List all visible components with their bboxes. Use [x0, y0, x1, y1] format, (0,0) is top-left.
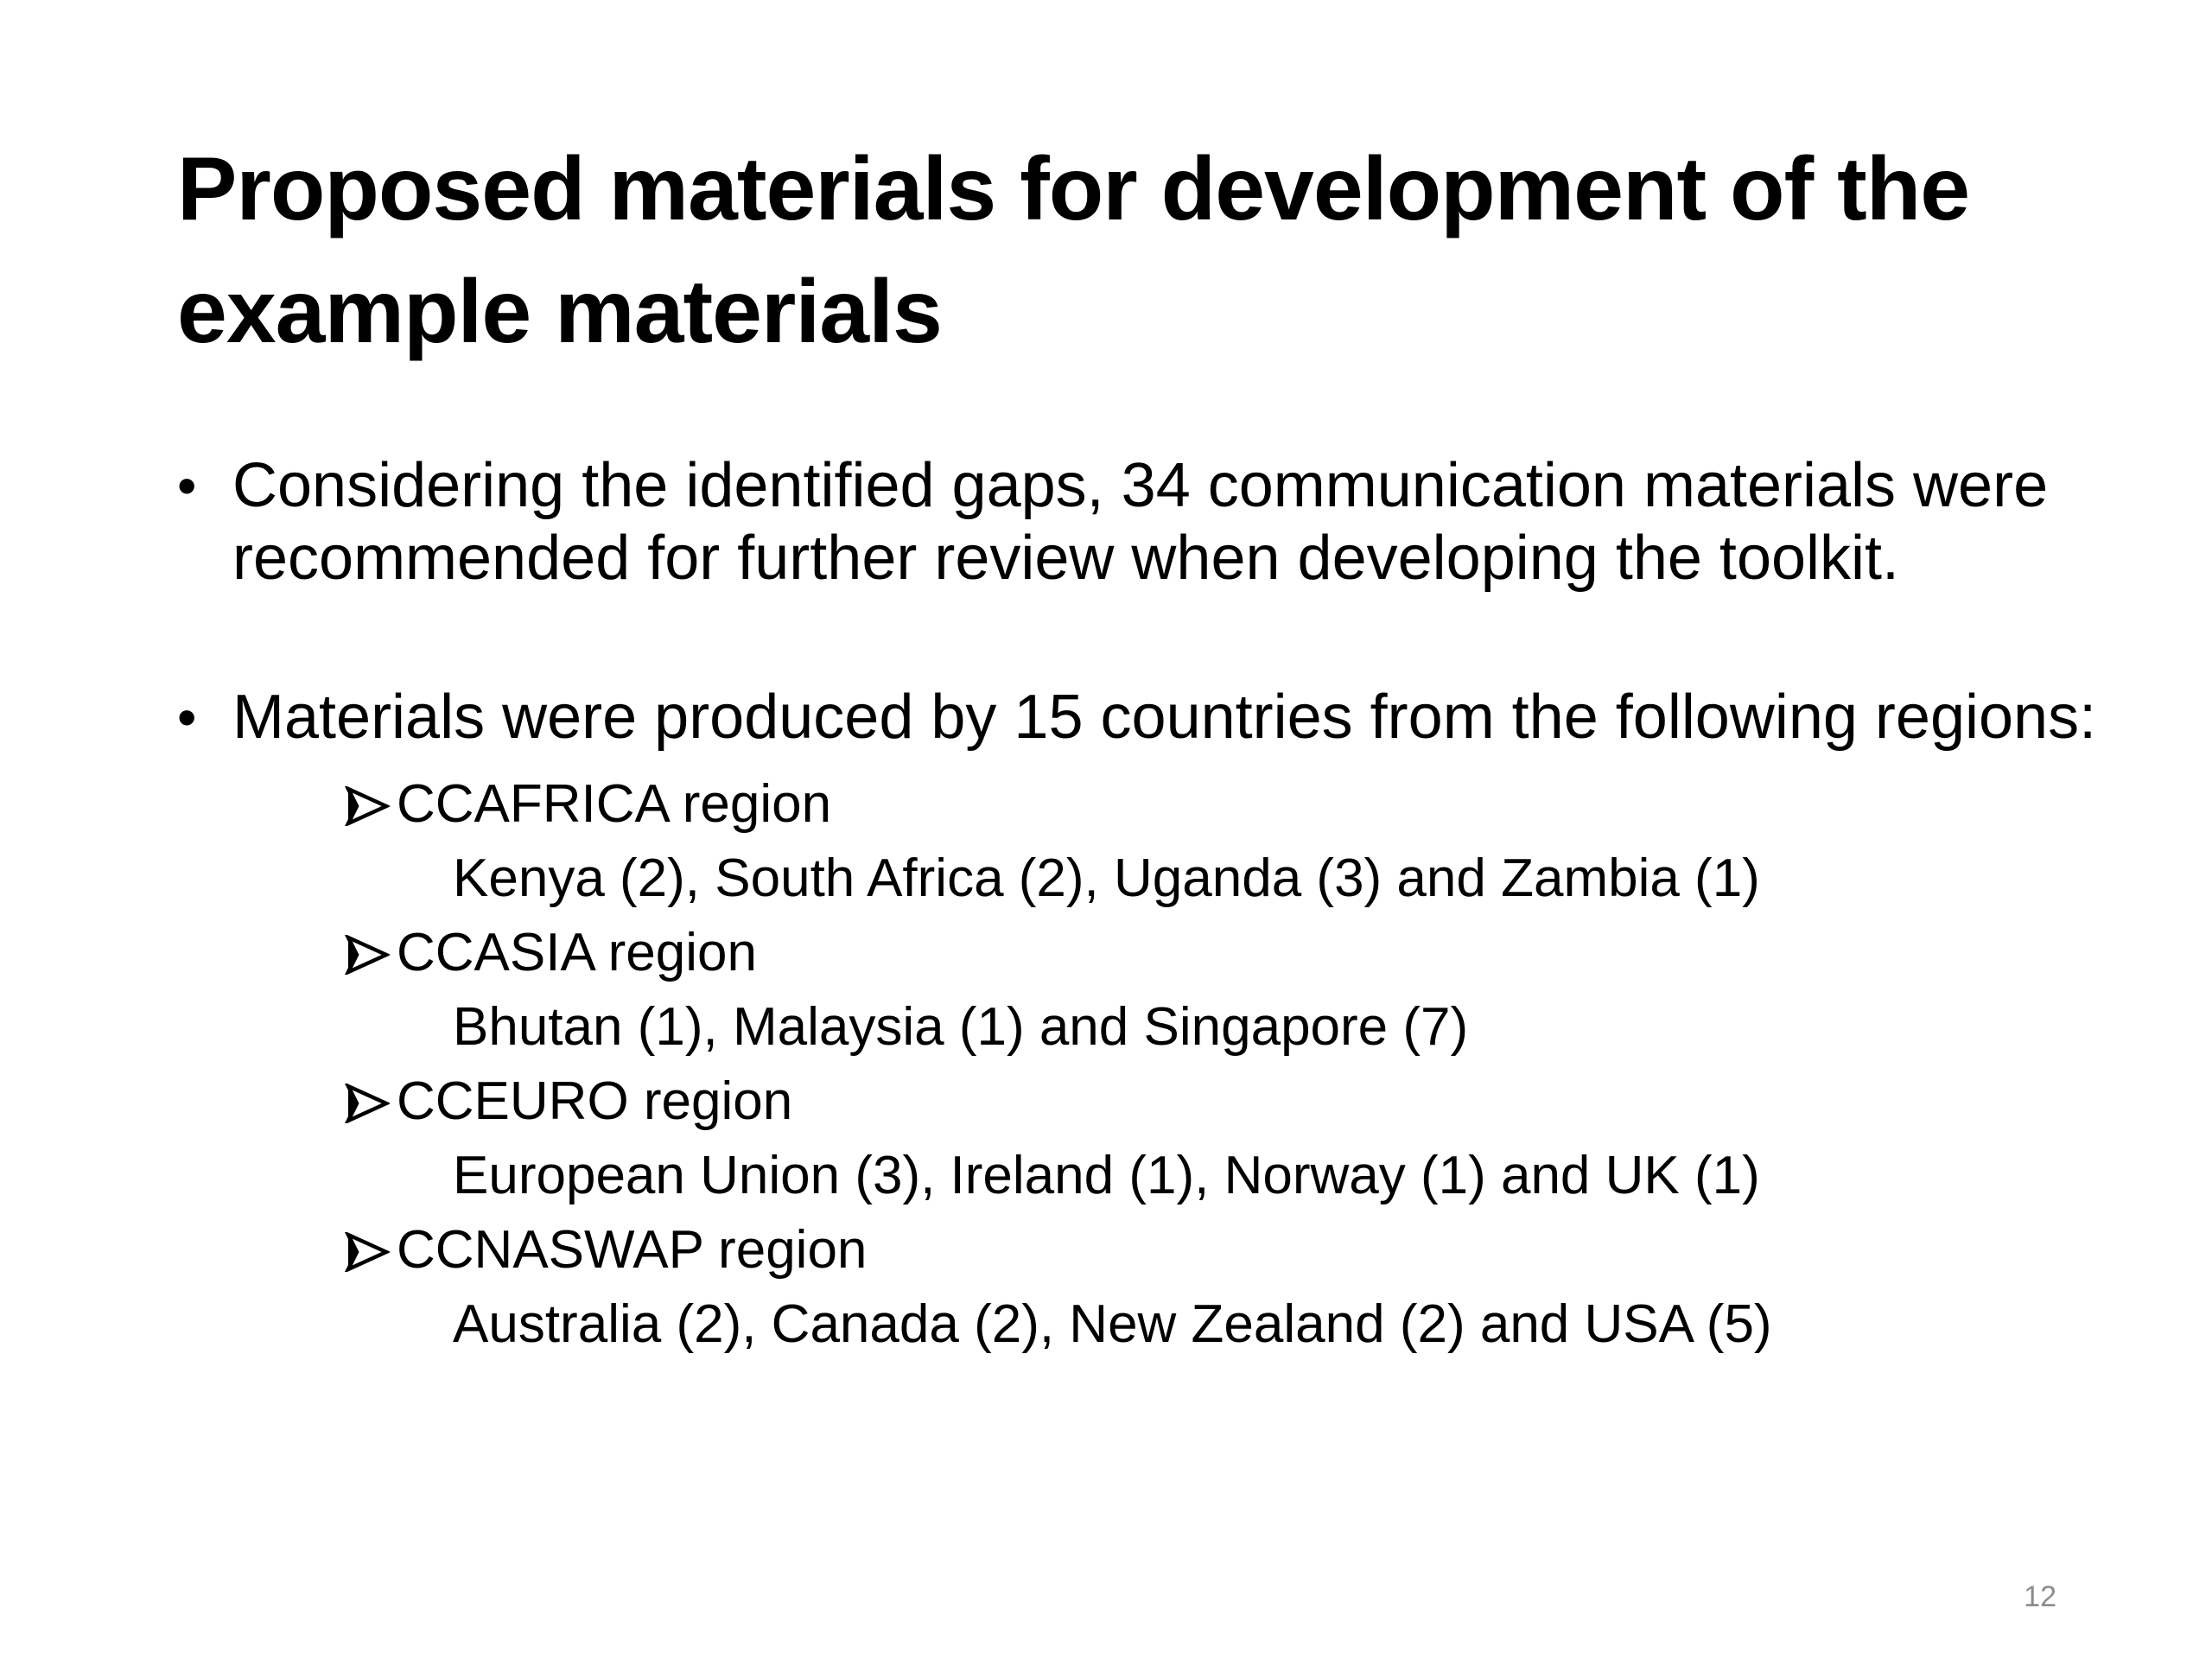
region-item-cceuro: CCEURO region European Union (3), Irelan… [345, 1065, 2121, 1213]
region-name: CCEURO region [397, 1071, 793, 1131]
region-countries: Bhutan (1), Malaysia (1) and Singapore (… [453, 997, 1469, 1057]
bullet-dot: • [177, 454, 197, 517]
region-item-ccafrica: CCAFRICA region Kenya (2), South Africa … [345, 767, 2121, 916]
bullet-text: Considering the identified gaps, 34 comm… [232, 451, 2049, 593]
page-number: 12 [2024, 1580, 2056, 1613]
region-list: CCAFRICA region Kenya (2), South Africa … [232, 767, 2121, 1362]
region-name: CCNASWAP region [397, 1220, 868, 1280]
arrow-bullet-icon [345, 1232, 390, 1272]
region-name: CCASIA region [397, 923, 757, 982]
region-heading: CCNASWAP region [345, 1213, 2121, 1287]
region-heading: CCEURO region [345, 1065, 2121, 1139]
bullet-item-gaps: • Considering the identified gaps, 34 co… [177, 449, 2121, 594]
arrow-bullet-icon [345, 935, 390, 975]
slide-title: Proposed materials for development of th… [177, 139, 1970, 362]
region-countries: Australia (2), Canada (2), New Zealand (… [453, 1294, 1772, 1354]
region-item-ccnaswap: CCNASWAP region Australia (2), Canada (2… [345, 1213, 2121, 1362]
arrow-bullet-icon [345, 786, 390, 826]
region-item-ccasia: CCASIA region Bhutan (1), Malaysia (1) a… [345, 916, 2121, 1065]
region-heading: CCAFRICA region [345, 767, 2121, 842]
slide-body: • Considering the identified gaps, 34 co… [177, 449, 2121, 1362]
region-countries: Kenya (2), South Africa (2), Uganda (3) … [453, 849, 1760, 908]
bullet-item-countries: • Materials were produced by 15 countrie… [177, 681, 2121, 1362]
region-countries: European Union (3), Ireland (1), Norway … [453, 1146, 1760, 1205]
bullet-text: Materials were produced by 15 countries … [232, 683, 2097, 752]
bullet-dot: • [177, 686, 197, 748]
region-heading: CCASIA region [345, 916, 2121, 990]
arrow-bullet-icon [345, 1084, 390, 1123]
region-name: CCAFRICA region [397, 774, 832, 834]
